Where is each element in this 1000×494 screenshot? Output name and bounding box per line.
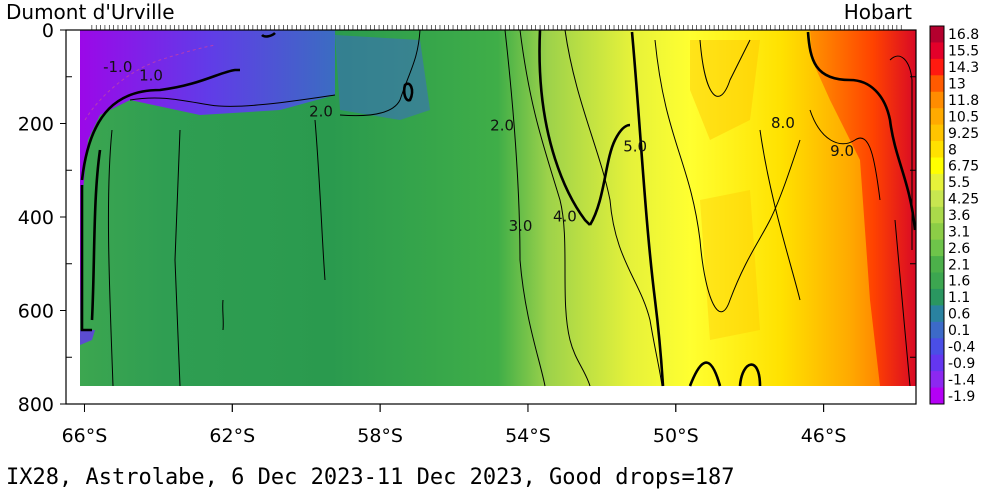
colorbar-frame [929,25,945,405]
contour-label: -1.0 [103,58,132,76]
right-station-label: Hobart [844,0,912,24]
colorbar-label: -1.9 [948,389,975,405]
x-tick-label: 58°S [357,425,403,447]
colorbar-swatch [930,141,944,158]
colorbar-label: 9.25 [948,126,979,142]
contour-dashed [84,44,216,121]
y-tick-label: 200 [18,114,54,136]
colorbar-swatch [930,124,944,142]
chart-title: IX28, Astrolabe, 6 Dec 2023-11 Dec 2023,… [6,465,734,490]
y-tick-label: 600 [18,301,54,323]
colorbar-swatch [930,206,944,224]
colorbar-label: 2.1 [948,257,970,273]
colorbar-label: -0.4 [948,339,975,355]
colorbar-label: 14.3 [948,60,979,76]
colorbar-swatch [930,108,944,126]
colorbar-label: 1.6 [948,274,970,290]
colorbar-label: 2.6 [948,241,970,257]
colorbar-swatch [930,58,944,76]
colorbar-swatch [930,26,944,43]
colorbar-swatch [930,223,944,241]
colorbar-label: 5.5 [948,175,970,191]
section-field [80,30,916,386]
colorbar-label: 0.1 [948,323,970,339]
contour-label: 9.0 [830,142,854,160]
colorbar-label: 3.6 [948,208,970,224]
colorbar-swatch [930,338,944,356]
colorbar-swatch [930,190,944,208]
y-tick-label: 800 [18,394,54,416]
colorbar-label: 4.25 [948,192,979,208]
colorbar-swatch [930,354,944,372]
y-axis: 0 200 400 600 800 [18,20,916,416]
colorbar-swatch [930,256,944,274]
colorbar-swatch [930,42,944,60]
contour-label: 4.0 [553,208,577,226]
contour-label: 2.0 [490,117,514,135]
contour-label: 3.0 [509,217,533,235]
contour-lines [80,29,917,387]
contour-label: 1.0 [139,66,163,84]
y-tick-label: 400 [18,207,54,229]
colorbar-label: 11.8 [948,93,979,109]
colorbar-swatch [930,288,944,306]
colorbar-swatch [930,239,944,257]
x-tick-label: 62°S [209,425,255,447]
contour-label: 5.0 [623,138,647,156]
x-axis: 66°S 62°S 58°S 54°S 50°S 46°S [62,404,847,447]
contour-label: 8.0 [771,114,795,132]
y-tick-label: 0 [42,20,54,42]
colorbar-label: 6.75 [948,159,979,175]
colorbar: 16.815.514.31311.810.59.2586.755.54.253.… [929,25,979,405]
colorbar-label: 13 [948,77,966,93]
x-tick-label: 50°S [653,425,699,447]
x-tick-label: 46°S [801,425,847,447]
colorbar-label: 1.1 [948,290,970,306]
colorbar-swatch [930,387,944,405]
colorbar-swatch [930,321,944,339]
colorbar-swatch [930,173,944,191]
colorbar-swatch [930,75,944,93]
contour-label: 2.0 [309,102,333,120]
colorbar-label: 10.5 [948,109,979,125]
colorbar-label: 0.6 [948,307,970,323]
x-tick-label: 54°S [505,425,551,447]
colorbar-swatch [930,305,944,323]
colorbar-swatch [930,371,944,389]
colorbar-label: 3.1 [948,224,970,240]
colorbar-label: -1.4 [948,372,975,388]
colorbar-label: 16.8 [948,27,979,43]
colorbar-label: 15.5 [948,44,979,60]
colorbar-swatch [930,157,944,175]
x-tick-label: 66°S [62,425,108,447]
contour-labels: -1.0 1.0 2.0 2.0 3.0 4.0 5.0 8.0 9.0 [103,58,854,235]
colorbar-swatch [930,272,944,290]
colorbar-swatch [930,91,944,109]
colorbar-label: 8 [948,142,957,158]
drop-ticks [91,25,902,30]
left-station-label: Dumont d'Urville [6,0,175,24]
colorbar-label: -0.9 [948,356,975,372]
